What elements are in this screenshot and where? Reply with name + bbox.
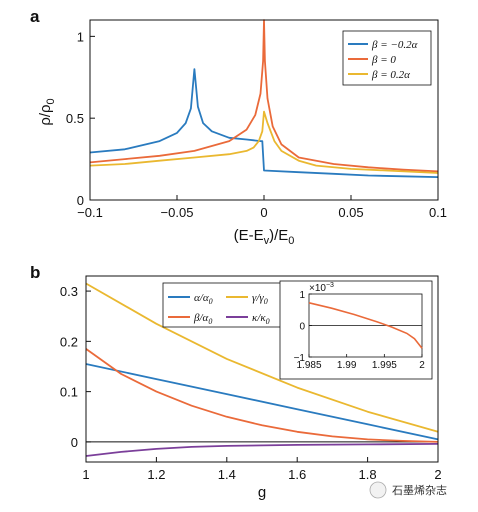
panel-b-y-tick-label: 0.2	[60, 334, 78, 349]
watermark-text: 石墨烯杂志	[392, 484, 447, 497]
inset-x-tick-label: 2	[419, 360, 425, 371]
watermark-icon	[369, 481, 387, 499]
inset-y-tick-label: 1	[299, 290, 305, 301]
panel-a-x-tick-label: 0.1	[429, 205, 447, 220]
panel-a-x-label: (E-Ev)/E0	[234, 227, 295, 247]
panel-b-legend-label: α/α0	[194, 292, 213, 306]
panel-b-x-tick-label: 1.6	[288, 467, 306, 482]
panel-b-x-label: g	[258, 484, 266, 501]
inset-box	[279, 280, 433, 380]
panel-b-x-tick-label: 1.4	[218, 467, 236, 482]
panel-a-series-line-2	[89, 110, 439, 174]
panel-b-series-line-2	[85, 282, 439, 433]
panel-a-series-line-0	[89, 68, 439, 178]
panel-b-y-tick-label: 0.3	[60, 284, 78, 299]
panel-b-y-tick-label: 0.1	[60, 385, 78, 400]
panel-b-legend-label: γ/γ0	[252, 292, 268, 306]
panel-b-legend-box	[162, 282, 286, 328]
inset-x-tick-label: 1.985	[296, 360, 321, 371]
panel-a-y-tick-label: 0.5	[66, 111, 84, 126]
panel-b-x-tick-label: 1.2	[147, 467, 165, 482]
inset-series-line	[308, 302, 423, 349]
panel-a-y-label: ρ/ρ0	[37, 98, 57, 125]
watermark: 石墨烯杂志	[369, 481, 447, 499]
inset-x-tick-label: 1.99	[337, 360, 357, 371]
panel-a-y-tick-label: 1	[77, 29, 84, 44]
panel-a-x-tick-label: −0.05	[161, 205, 194, 220]
panel-a: a −0.1 −0.05 0 0.05 0.100.51 ρ/ρ0 (E-Ev)/E0 …	[30, 7, 447, 247]
inset-y-tick-label: −1	[294, 353, 306, 364]
panel-a-x-tick-label: 0	[260, 205, 267, 220]
panel-a-frame	[89, 19, 439, 201]
panel-b-inset: 1.985 1.99 1.995 2 −1 0 1 ×10−3	[279, 280, 433, 380]
panel-b-legend-label: κ/κ0	[252, 312, 270, 326]
panel-b-frame	[85, 275, 439, 463]
panel-a-legend-label: β = 0	[371, 54, 396, 66]
panel-b-x-tick-label: 2	[434, 467, 441, 482]
panel-a-x-tick-label: 0.05	[338, 205, 363, 220]
panel-b-series-line-3	[85, 443, 439, 457]
panel-a-legend: β = −0.2α β = 0 β = 0.2α	[342, 30, 432, 86]
panel-a-label: a	[30, 7, 40, 26]
panel-a-legend-label: β = −0.2α	[371, 39, 418, 51]
panel-b-legend-label: β/α0	[193, 312, 212, 326]
inset-x-tick-label: 1.995	[372, 360, 397, 371]
inset-scale-label: ×10−3	[309, 282, 334, 294]
panel-a-y-tick-label: 0	[77, 193, 84, 208]
panel-b-label: b	[30, 263, 40, 282]
panel-a-legend-label: β = 0.2α	[371, 69, 410, 81]
panel-b-y-tick-label: 0	[71, 435, 78, 450]
panel-b-legend: α/α0 γ/γ0 β/α0 κ/κ0	[162, 282, 286, 328]
inset-y-tick-label: 0	[299, 322, 305, 333]
panel-b-series-line-1	[85, 348, 439, 443]
panel-b-x-tick-label: 1.8	[359, 467, 377, 482]
panel-b: b 1 1.2 1.4 1.6 1.8 2 0 0.1 0.2 0.3 g α/α0 γ/γ0 β/α…	[30, 263, 442, 501]
panel-b-x-tick-label: 1	[82, 467, 89, 482]
panel-b-series-line-0	[85, 363, 439, 441]
panel-a-x-tick-label: −0.1	[77, 205, 103, 220]
